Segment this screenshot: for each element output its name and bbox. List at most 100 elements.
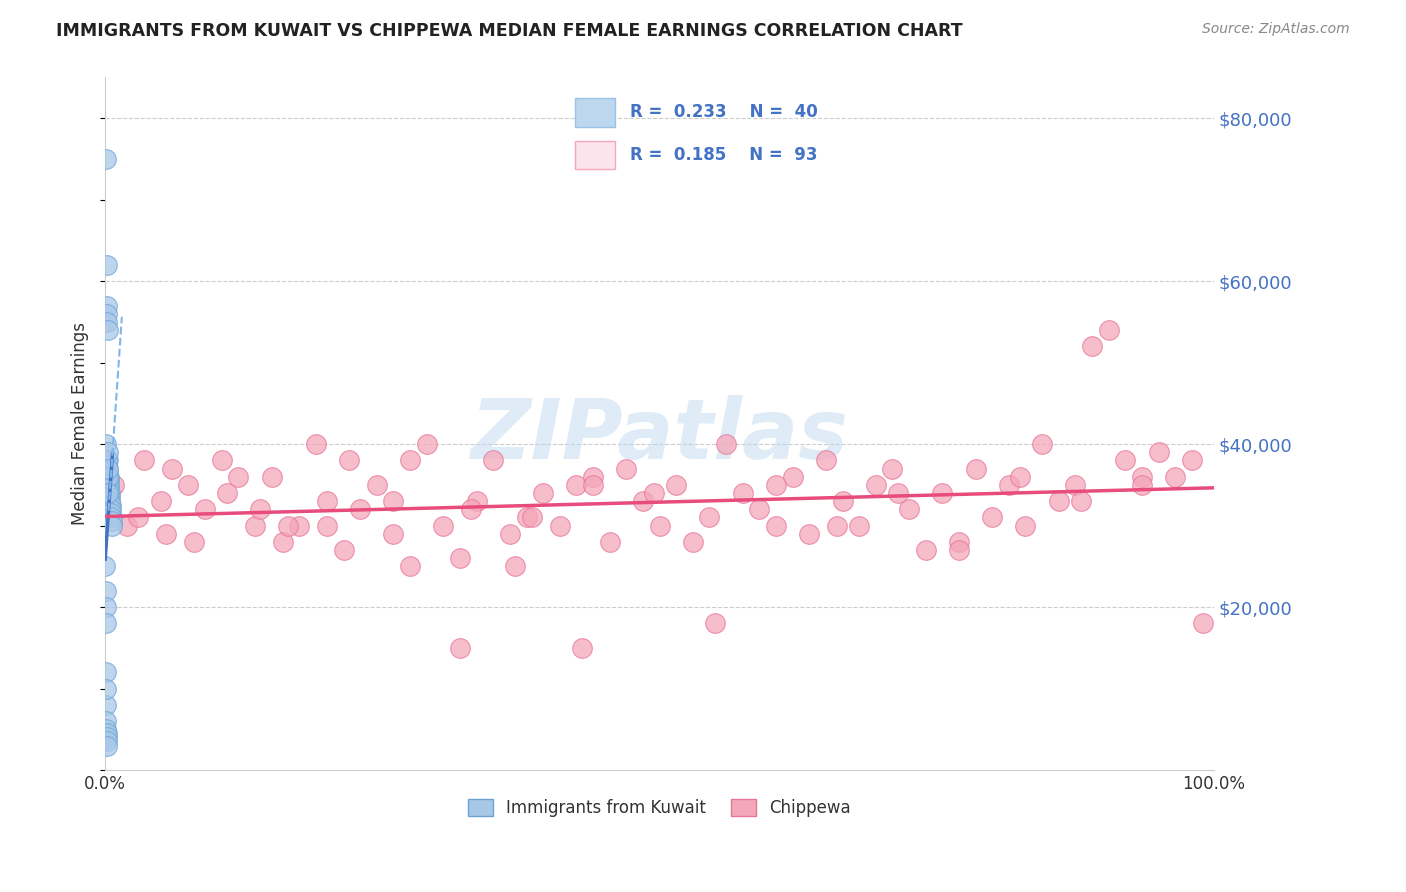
Point [96, 714, 118, 728]
Point [520, 510, 543, 524]
Point [96, 453, 118, 467]
Point [548, 518, 571, 533]
Point [96, 307, 118, 321]
Point [160, 461, 183, 475]
Legend: Immigrants from Kuwait, Chippewa: Immigrants from Kuwait, Chippewa [461, 792, 858, 824]
Text: ZIPatlas: ZIPatlas [471, 395, 849, 476]
Point [194, 502, 217, 516]
Point [94, 681, 117, 696]
Point [382, 526, 405, 541]
Point [226, 469, 249, 483]
Point [96, 315, 118, 329]
Point [96, 698, 118, 712]
Point [97, 486, 120, 500]
Point [482, 453, 505, 467]
Bar [575, 141, 614, 169]
Text: R =  0.233    N =  40: R = 0.233 N = 40 [630, 103, 818, 121]
Point [97, 474, 120, 488]
Point [765, 518, 787, 533]
Point [1130, 478, 1153, 492]
Point [132, 453, 155, 467]
Point [704, 616, 727, 631]
Point [1081, 339, 1104, 353]
Point [337, 453, 360, 467]
Point [100, 498, 122, 512]
Point [127, 510, 149, 524]
Point [316, 494, 339, 508]
Point [94, 559, 117, 574]
Point [1098, 323, 1121, 337]
Point [765, 478, 787, 492]
Text: Source: ZipAtlas.com: Source: ZipAtlas.com [1202, 22, 1350, 37]
Point [1192, 616, 1215, 631]
Point [449, 640, 471, 655]
Point [97, 469, 120, 483]
Point [499, 526, 522, 541]
Point [782, 469, 804, 483]
Point [449, 551, 471, 566]
Point [1130, 469, 1153, 483]
Point [1181, 453, 1204, 467]
Point [731, 486, 754, 500]
Point [98, 486, 121, 500]
Point [96, 739, 118, 753]
Point [183, 534, 205, 549]
Point [460, 502, 482, 516]
Point [887, 486, 910, 500]
Point [582, 478, 605, 492]
Point [825, 518, 848, 533]
Point [648, 518, 671, 533]
Point [100, 502, 122, 516]
Point [98, 490, 121, 504]
Point [416, 437, 439, 451]
Point [914, 543, 936, 558]
Point [1070, 494, 1092, 508]
Point [305, 437, 328, 451]
Point [217, 486, 239, 500]
Point [831, 494, 853, 508]
Point [97, 461, 120, 475]
Point [1164, 469, 1187, 483]
Point [1147, 445, 1170, 459]
Point [865, 478, 887, 492]
Point [748, 502, 770, 516]
Point [97, 323, 120, 337]
Point [631, 494, 654, 508]
Point [96, 723, 118, 737]
Point [349, 502, 371, 516]
Point [271, 534, 294, 549]
Point [382, 494, 405, 508]
Point [243, 518, 266, 533]
Point [97, 453, 120, 467]
Point [96, 258, 118, 272]
Point [100, 515, 122, 529]
Text: IMMIGRANTS FROM KUWAIT VS CHIPPEWA MEDIAN FEMALE EARNINGS CORRELATION CHART: IMMIGRANTS FROM KUWAIT VS CHIPPEWA MEDIA… [56, 22, 963, 40]
Point [998, 478, 1021, 492]
Point [515, 510, 537, 524]
Point [1114, 453, 1136, 467]
Point [96, 299, 118, 313]
Point [155, 526, 177, 541]
Point [948, 534, 970, 549]
Point [288, 518, 311, 533]
Point [96, 731, 118, 745]
Point [948, 543, 970, 558]
Point [1047, 494, 1070, 508]
Point [366, 478, 388, 492]
Point [94, 437, 117, 451]
Point [316, 518, 339, 533]
Point [582, 469, 605, 483]
Point [432, 518, 454, 533]
Point [665, 478, 688, 492]
Point [177, 478, 200, 492]
Point [149, 494, 172, 508]
Y-axis label: Median Female Earnings: Median Female Earnings [72, 322, 89, 525]
Point [981, 510, 1004, 524]
Point [249, 502, 271, 516]
Point [1031, 437, 1053, 451]
Point [96, 726, 118, 740]
Point [98, 494, 121, 508]
Point [277, 518, 299, 533]
Point [699, 510, 721, 524]
Point [211, 453, 233, 467]
